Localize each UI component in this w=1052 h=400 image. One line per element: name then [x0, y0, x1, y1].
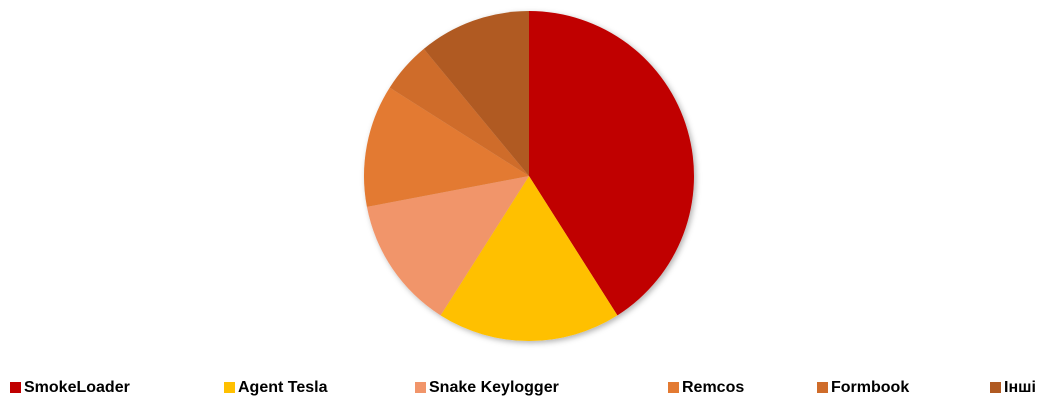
legend-label: Snake Keylogger	[429, 379, 559, 396]
legend-label: Інші	[1004, 379, 1036, 396]
pie-slice	[366, 176, 529, 316]
legend-label: SmokeLoader	[24, 379, 130, 396]
pie-slice	[529, 11, 694, 316]
pie-slice	[389, 48, 529, 177]
legend-swatch	[817, 382, 828, 393]
legend-swatch	[990, 382, 1001, 393]
pie-slice	[364, 87, 529, 207]
pie	[364, 10, 694, 342]
pie-slice	[440, 176, 618, 342]
legend-swatch	[668, 382, 679, 393]
pie-slice	[423, 10, 529, 176]
legend-label: Remcos	[682, 379, 744, 396]
legend-swatch	[224, 382, 235, 393]
legend-label: Agent Tesla	[238, 379, 328, 396]
legend-swatch	[10, 382, 21, 393]
legend-label: Formbook	[831, 379, 909, 396]
legend: SmokeLoader Agent Tesla Snake Keylogger Rem…	[10, 379, 1036, 396]
legend-swatch	[415, 382, 426, 393]
